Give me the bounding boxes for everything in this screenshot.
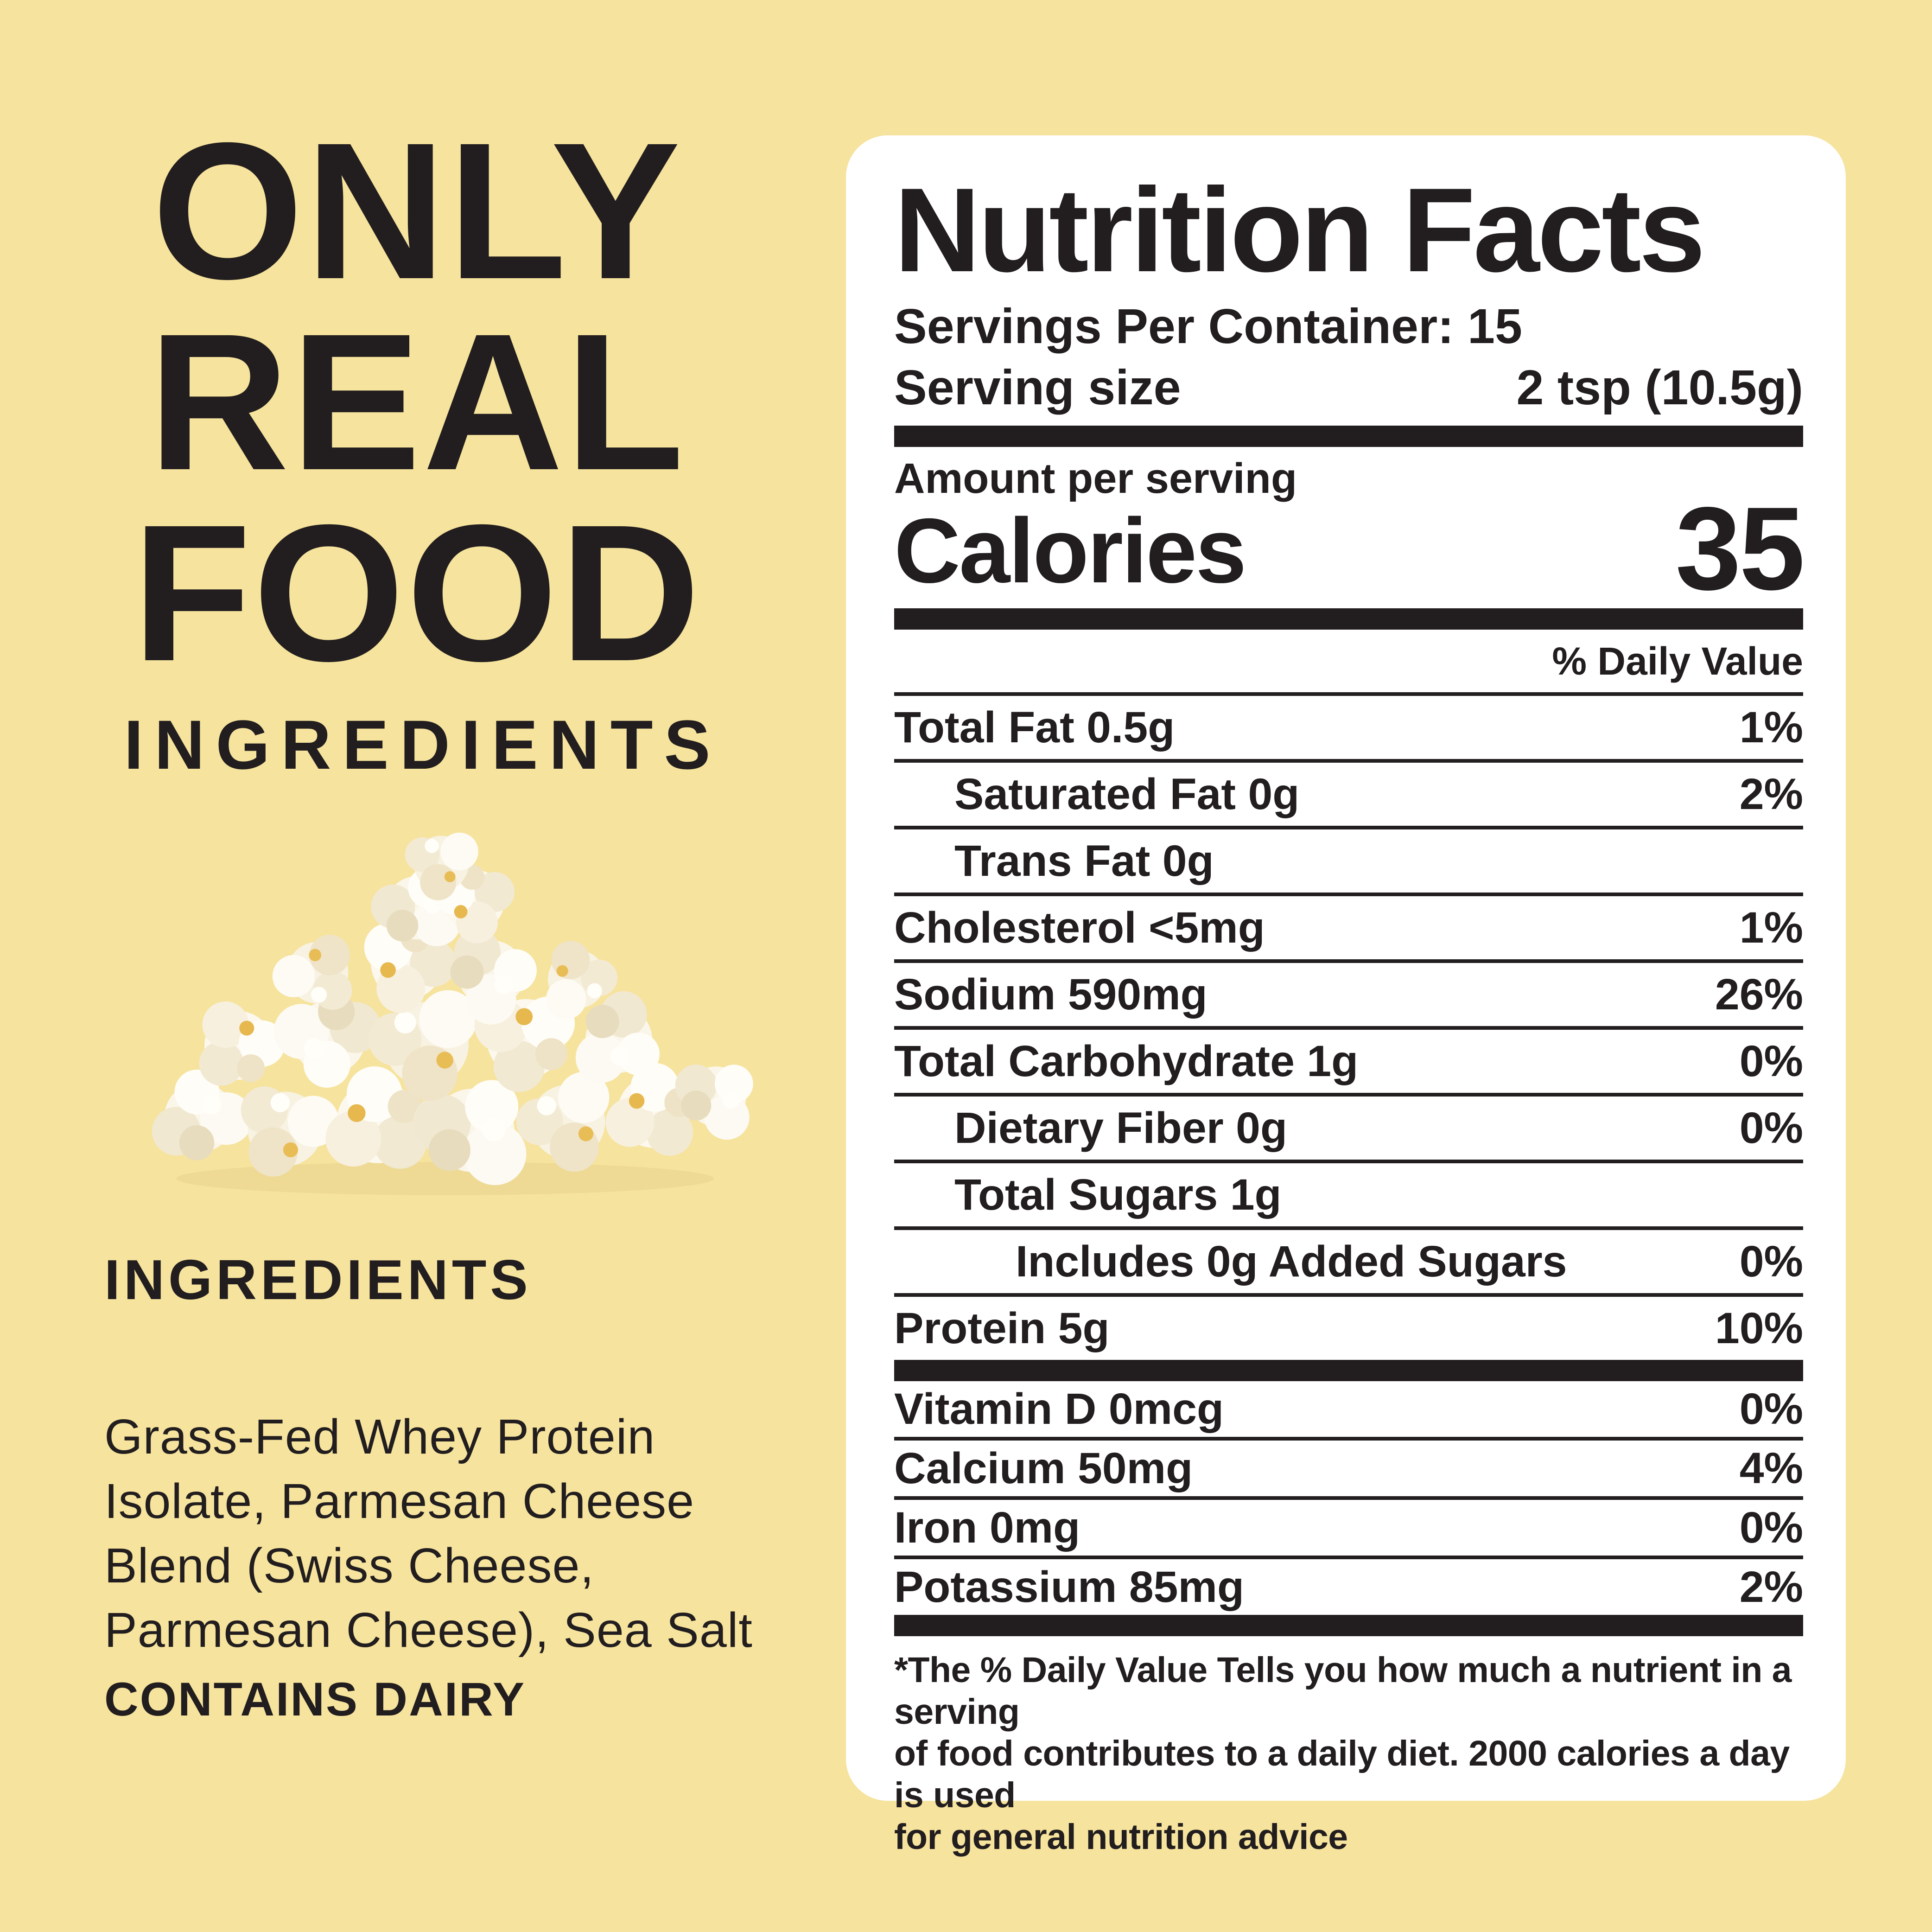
nutrition-row-added-sugars: Includes 0g Added Sugars 0%: [894, 1230, 1803, 1297]
row-value: 0%: [1739, 1237, 1803, 1286]
row-label: Dietary Fiber 0g: [954, 1103, 1288, 1153]
nutrition-title: Nutrition Facts: [894, 163, 1705, 297]
divider-bar: [894, 1615, 1803, 1636]
row-value: 2%: [1739, 1562, 1803, 1612]
footnote: *The % Daily Value Tells you how much a …: [894, 1649, 1803, 1858]
nutrition-row-dietary-fiber: Dietary Fiber 0g 0%: [894, 1097, 1803, 1163]
nutrition-row-total-fat: Total Fat 0.5g 1%: [894, 696, 1803, 763]
ingredients-title: INGREDIENTS: [104, 1248, 532, 1311]
ingredient-line: Blend (Swiss Cheese,: [104, 1538, 594, 1593]
divider-bar: [894, 426, 1803, 447]
micronutrient-row-potassium: Potassium 85mg 2%: [894, 1559, 1803, 1615]
nutrition-row-cholesterol: Cholesterol <5mg 1%: [894, 896, 1803, 963]
calories-row: Calories 35: [894, 483, 1805, 615]
row-value: 1%: [1739, 703, 1803, 752]
headline-line: FOOD: [132, 485, 702, 702]
footnote-line: for general nutrition advice: [894, 1817, 1348, 1857]
row-label: Cholesterol <5mg: [894, 903, 1265, 952]
nutrition-row-total-carbohydrate: Total Carbohydrate 1g 0%: [894, 1030, 1803, 1097]
row-value: 0%: [1739, 1037, 1803, 1086]
row-label: Sodium 590mg: [894, 970, 1208, 1019]
amount-per-serving: Amount per serving: [894, 455, 1297, 502]
row-label: Iron 0mg: [894, 1503, 1080, 1552]
subheadline: INGREDIENTS: [124, 706, 722, 784]
row-value: 4%: [1739, 1444, 1803, 1493]
serving-size-row: Serving size 2 tsp (10.5g): [894, 361, 1803, 414]
headline-line: REAL: [148, 293, 686, 511]
row-label: Total Sugars 1g: [954, 1170, 1282, 1219]
divider-bar: [894, 608, 1803, 630]
micronutrient-row-vitamin-d: Vitamin D 0mcg 0%: [894, 1381, 1803, 1441]
ingredient-line: Isolate, Parmesan Cheese: [104, 1474, 695, 1529]
row-label: Protein 5g: [894, 1304, 1110, 1353]
footnote-line: of food contributes to a daily diet. 200…: [894, 1734, 1790, 1815]
row-value: 10%: [1715, 1304, 1803, 1353]
nutrition-panel: Nutrition Facts Servings Per Container: …: [846, 135, 1846, 1857]
calories-value: 35: [1675, 483, 1805, 615]
row-value: 0%: [1739, 1503, 1803, 1552]
row-label: Includes 0g Added Sugars: [1016, 1237, 1567, 1286]
servings-per-container: Servings Per Container: 15: [894, 299, 1522, 354]
row-label: Calcium 50mg: [894, 1444, 1193, 1493]
row-value: 2%: [1739, 770, 1803, 819]
footnote-line: *The % Daily Value Tells you how much a …: [894, 1650, 1792, 1732]
nutrition-row-total-sugars: Total Sugars 1g: [894, 1163, 1803, 1230]
row-value: 1%: [1739, 903, 1803, 952]
serving-size-value: 2 tsp (10.5g): [1516, 360, 1803, 415]
headline: ONLY REAL FOOD: [56, 102, 779, 702]
allergen-note: CONTAINS DAIRY: [104, 1673, 526, 1726]
ingredient-line: Parmesan Cheese), Sea Salt: [104, 1603, 753, 1658]
nutrition-row-saturated-fat: Saturated Fat 0g 2%: [894, 763, 1803, 829]
serving-size-label: Serving size: [894, 360, 1181, 415]
nutrition-row-trans-fat: Trans Fat 0g: [894, 829, 1803, 896]
calories-label: Calories: [894, 499, 1246, 602]
daily-value-header: % Daily Value: [894, 630, 1803, 696]
row-label: Total Carbohydrate 1g: [894, 1037, 1359, 1086]
popcorn-image: [140, 832, 774, 1201]
row-label: Saturated Fat 0g: [954, 770, 1300, 819]
row-label: Potassium 85mg: [894, 1562, 1244, 1612]
row-value: 0%: [1739, 1103, 1803, 1153]
divider-bar: [894, 1360, 1803, 1381]
row-label: Trans Fat 0g: [954, 836, 1214, 886]
row-label: Vitamin D 0mcg: [894, 1384, 1224, 1434]
nutrition-row-protein: Protein 5g 10%: [894, 1297, 1803, 1360]
headline-line: ONLY: [152, 102, 683, 320]
row-value: 26%: [1715, 970, 1803, 1019]
row-label: Total Fat 0.5g: [894, 703, 1175, 752]
micronutrient-row-calcium: Calcium 50mg 4%: [894, 1441, 1803, 1500]
micronutrient-row-iron: Iron 0mg 0%: [894, 1500, 1803, 1559]
row-value: 0%: [1739, 1384, 1803, 1434]
nutrition-row-sodium: Sodium 590mg 26%: [894, 963, 1803, 1030]
ingredients-text: Grass-Fed Whey Protein Isolate, Parmesan…: [104, 1405, 818, 1732]
ingredient-line: Grass-Fed Whey Protein: [104, 1409, 655, 1464]
